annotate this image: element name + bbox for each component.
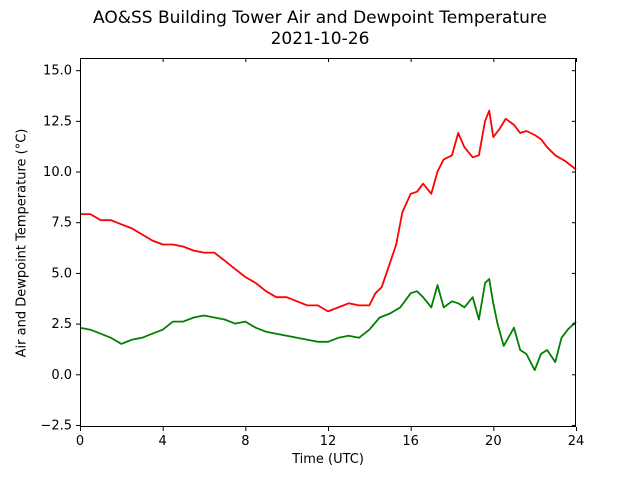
y-tick-label: 15.0 [43, 64, 72, 79]
x-tick-label: 4 [159, 434, 167, 449]
x-axis-ticks: 0 4 8 12 16 20 24 [76, 58, 584, 449]
chart-title: AO&SS Building Tower Air and Dewpoint Te… [92, 8, 547, 28]
x-tick-label: 12 [320, 434, 337, 449]
x-axis-label: Time (UTC) [292, 452, 364, 467]
x-tick-label: 16 [402, 434, 419, 449]
series-line-1 [80, 109, 577, 313]
x-tick-label: 24 [568, 434, 585, 449]
plot-lines [79, 109, 577, 372]
y-tick-label: −2.5 [40, 418, 72, 433]
series-line-2 [79, 278, 577, 372]
chart-subtitle: 2021-10-26 [270, 29, 370, 49]
axes-frame [80, 58, 576, 427]
x-tick-label: 8 [241, 434, 249, 449]
y-tick-label: 12.5 [43, 114, 72, 129]
y-axis-label: Air and Dewpoint Temperature (°C) [14, 128, 30, 358]
y-tick-label: 7.5 [51, 216, 72, 231]
y-tick-label: 5.0 [51, 266, 72, 281]
x-tick-label: 0 [76, 434, 84, 449]
y-tick-label: 10.0 [43, 165, 72, 180]
y-tick-label: 0.0 [51, 368, 72, 383]
y-tick-label: 2.5 [51, 317, 72, 332]
x-tick-label: 20 [485, 434, 502, 449]
y-axis-ticks: −2.5 0.0 2.5 5.0 7.5 10.0 12.5 15.0 [40, 64, 576, 433]
